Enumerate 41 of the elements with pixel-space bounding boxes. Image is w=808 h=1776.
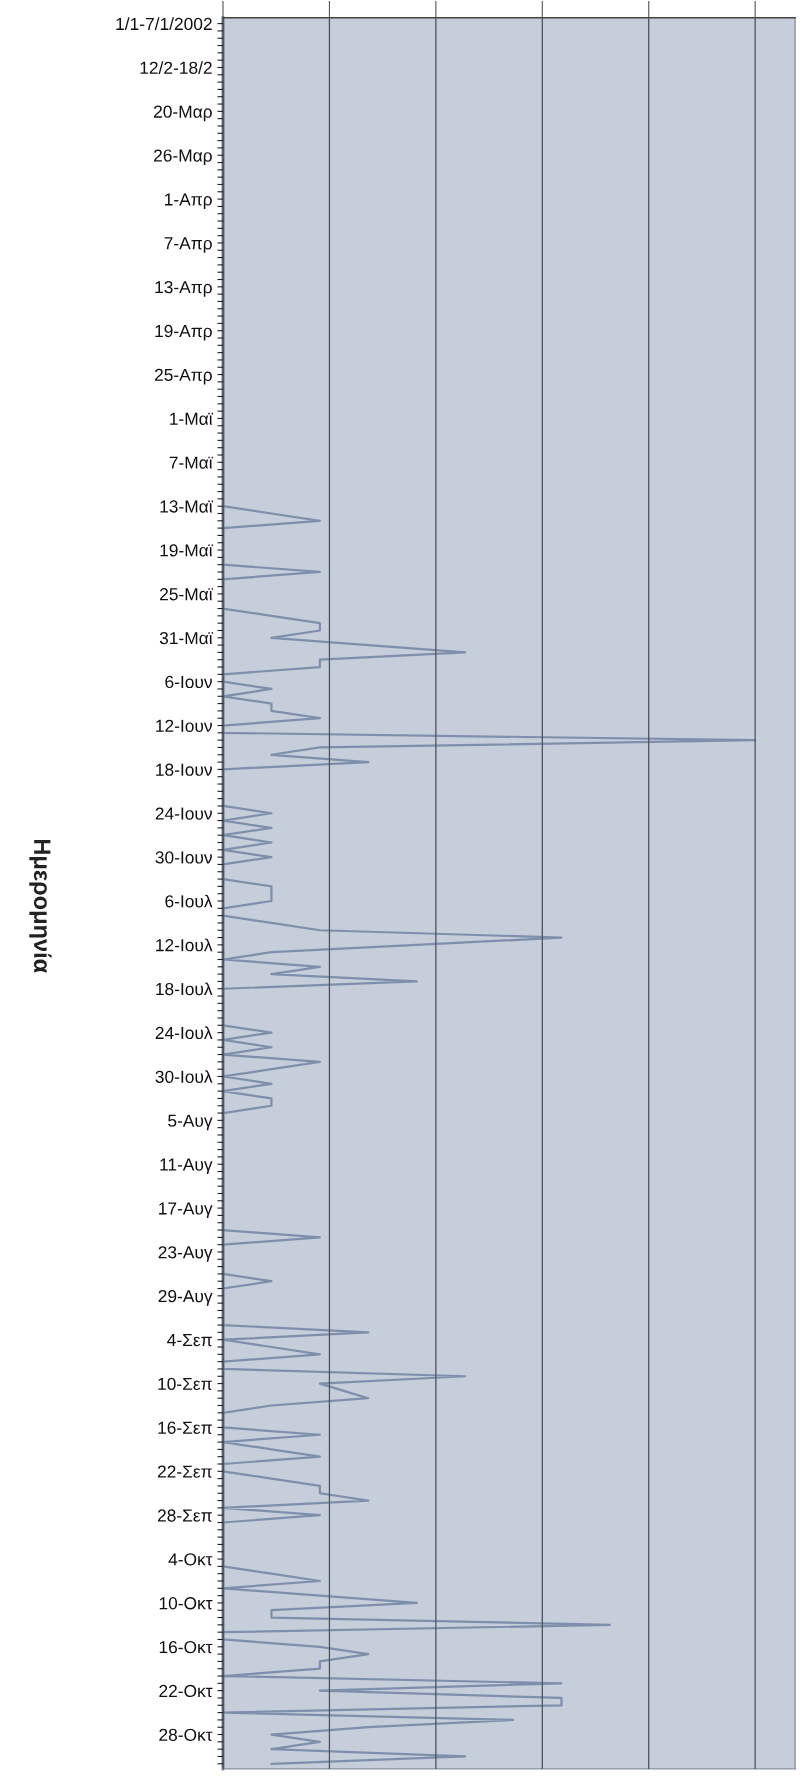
y-tick-label: 13-Απρ xyxy=(155,281,212,297)
y-tick-label: 10-Σεπ xyxy=(158,1377,212,1391)
y-tick-label: 7-Μαϊ xyxy=(169,456,214,469)
y-tick-label: 7-Απρ xyxy=(164,237,212,253)
y-tick-label: 16-Σεπ xyxy=(158,1421,212,1434)
y-tick-label: 13-Μαϊ xyxy=(160,500,214,513)
y-tick-label: 10-Οκτ xyxy=(159,1597,213,1610)
y-tick-label: 16-Οκτ xyxy=(159,1640,213,1654)
y-tick-label: 1-Απρ xyxy=(165,193,212,209)
y-tick-label: 19-Μαϊ xyxy=(160,544,214,557)
y-tick-label: 25-Μαϊ xyxy=(160,588,214,601)
y-tick-label: 22-Σεπ xyxy=(157,1465,212,1478)
y-axis-title: Ημερομηνία xyxy=(29,839,52,973)
y-tick-label: 1-Μαϊ xyxy=(170,412,214,425)
y-tick-label: 1/1-7/1/2002 xyxy=(116,17,212,31)
y-tick-label: 25-Απρ xyxy=(154,368,212,385)
y-tick-label: 19-Απρ xyxy=(155,324,212,341)
y-tick-label: 28-Σεπ xyxy=(157,1509,212,1522)
y-tick-label: 30-Ιουν xyxy=(155,851,212,864)
y-tick-label: 31-Μαϊ xyxy=(159,631,214,645)
y-tick-label: 4-Σεπ xyxy=(167,1334,212,1347)
y-tick-label: 6-Ιουλ xyxy=(165,894,213,908)
y-tick-label: 18-Ιουλ xyxy=(156,982,213,996)
y-tick-label: 5-Αυγ xyxy=(168,1114,213,1131)
y-tick-label: 17-Αυγ xyxy=(159,1202,213,1218)
y-tick-label: 28-Οκτ xyxy=(159,1728,213,1741)
y-tick-label: 4-Οκτ xyxy=(168,1553,213,1566)
y-tick-label: 12-Ιουν xyxy=(156,719,212,732)
y-tick-label: 12/2-18/2 xyxy=(140,61,212,74)
y-tick-label: 29-Αυγ xyxy=(158,1290,213,1306)
y-tick-label: 24-Ιουν xyxy=(155,807,212,820)
y-tick-label: 18-Ιουν xyxy=(156,763,212,776)
y-tick-label: 22-Οκτ xyxy=(159,1684,213,1698)
y-tick-label: 20-Μαρ xyxy=(154,105,212,122)
y-tick-label: 6-Ιουν xyxy=(165,675,212,689)
y-tick-label: 30-Ιουλ xyxy=(155,1070,213,1083)
y-tick-label: 23-Αυγ xyxy=(158,1246,213,1262)
y-tick-label: 26-Μαρ xyxy=(154,149,212,166)
y-tick-label: 24-Ιουλ xyxy=(155,1026,213,1040)
y-tick-label: 12-Ιουλ xyxy=(156,938,213,952)
y-tick-label: 11-Αυγ xyxy=(160,1158,213,1175)
